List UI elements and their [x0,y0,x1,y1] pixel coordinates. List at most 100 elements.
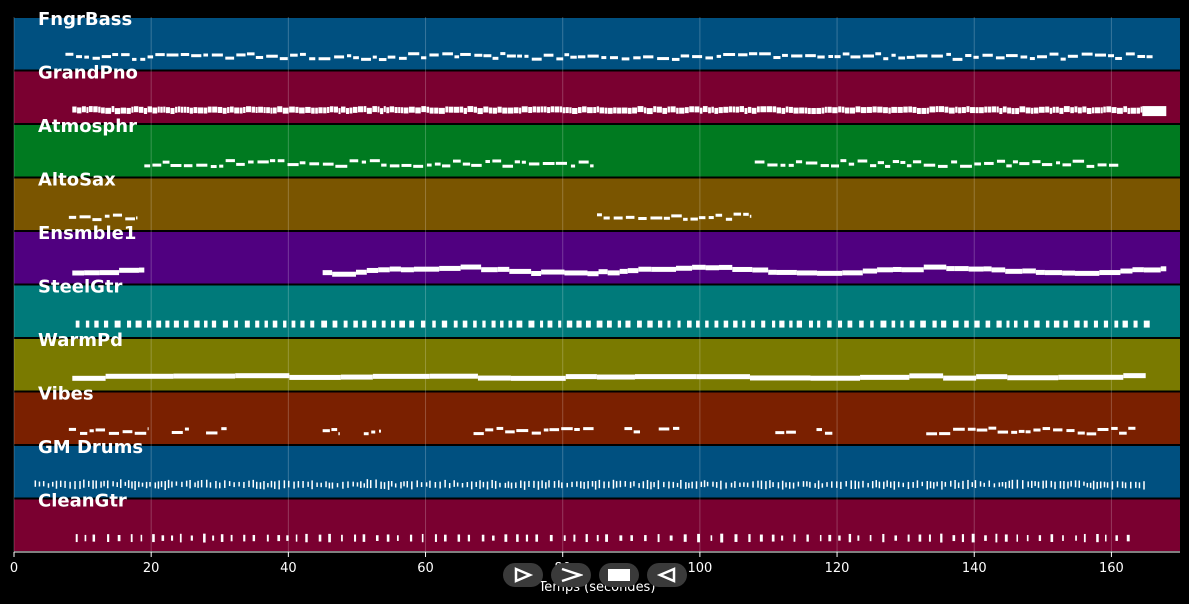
play-button[interactable] [503,563,543,587]
note-mark [1106,482,1109,488]
note-mark [756,106,760,113]
note-mark [204,320,208,328]
note-mark [215,480,217,489]
note-mark [59,480,62,488]
note-mark [266,54,278,58]
note-mark [938,106,945,113]
note-mark [220,534,224,542]
note-mark [926,432,938,436]
note-mark [338,108,341,115]
note-mark [754,160,765,164]
fast-forward-button[interactable] [551,563,591,587]
track-band-8 [14,446,1180,498]
note-mark [577,55,586,59]
note-mark [143,107,148,114]
note-mark [603,481,605,489]
note-mark [1004,534,1008,542]
note-mark [849,107,856,114]
note-mark [814,483,816,488]
note-mark [136,216,138,220]
note-mark [663,216,670,220]
note-mark [1049,107,1053,114]
track-label-3: AltoSax [38,170,116,191]
note-mark [982,53,993,57]
note-mark [621,57,630,61]
note-mark [796,320,803,328]
note-mark [854,480,856,489]
note-mark [862,54,874,58]
note-mark [748,534,751,543]
note-mark [420,320,426,328]
note-mark [295,106,299,113]
note-mark [907,481,910,490]
note-mark [902,482,905,488]
note-mark [1039,106,1045,113]
note-mark [1105,534,1107,542]
note-mark [363,432,369,436]
note-mark [112,53,119,57]
note-mark [824,431,833,435]
note-mark [111,106,115,113]
note-mark [619,480,622,488]
note-mark [776,269,797,275]
note-mark [1033,428,1041,432]
note-mark [785,106,789,113]
note-mark [224,480,226,488]
note-mark [103,320,109,328]
note-mark [152,534,155,543]
note-mark [341,534,343,542]
note-mark [89,429,94,433]
note-mark [1132,267,1144,273]
note-mark [541,269,565,275]
note-mark [141,482,144,487]
note-mark [516,534,519,542]
rewind-button[interactable] [647,563,687,587]
note-mark [642,481,645,489]
note-mark [1027,481,1029,488]
note-mark [1096,534,1099,543]
note-mark [331,428,338,432]
note-mark [510,482,513,489]
note-mark [744,107,748,114]
note-mark [692,264,706,270]
note-mark [92,56,100,60]
note-mark [752,267,769,273]
note-mark [549,428,560,432]
note-mark [877,161,884,165]
note-mark [377,106,380,113]
note-mark [442,164,451,168]
track-notes-5 [75,320,1150,328]
note-mark [133,106,139,113]
note-mark [983,266,992,272]
note-mark [366,267,379,273]
note-mark [590,164,594,168]
note-mark [456,482,459,487]
note-mark [775,431,785,435]
track-notes-1 [72,106,1167,117]
x-tick-label: 160 [1099,561,1124,576]
note-mark [441,320,448,328]
note-mark [570,164,576,168]
note-mark [138,267,145,273]
note-mark [952,535,956,542]
stop-button[interactable] [599,563,639,587]
note-mark [837,320,843,328]
note-mark [145,481,148,489]
note-mark [371,430,376,434]
note-mark [517,54,523,58]
note-mark [793,107,799,114]
note-mark [1016,534,1019,542]
note-mark [197,107,204,114]
note-mark [173,320,179,328]
note-mark [700,481,703,487]
note-mark [483,106,489,113]
note-mark [482,481,485,488]
note-mark [561,482,563,489]
note-mark [1103,106,1106,113]
note-mark [500,320,504,328]
note-mark [1063,320,1068,328]
note-mark [650,481,652,490]
note-mark [585,534,588,543]
note-mark [712,481,714,487]
note-mark [266,107,270,114]
